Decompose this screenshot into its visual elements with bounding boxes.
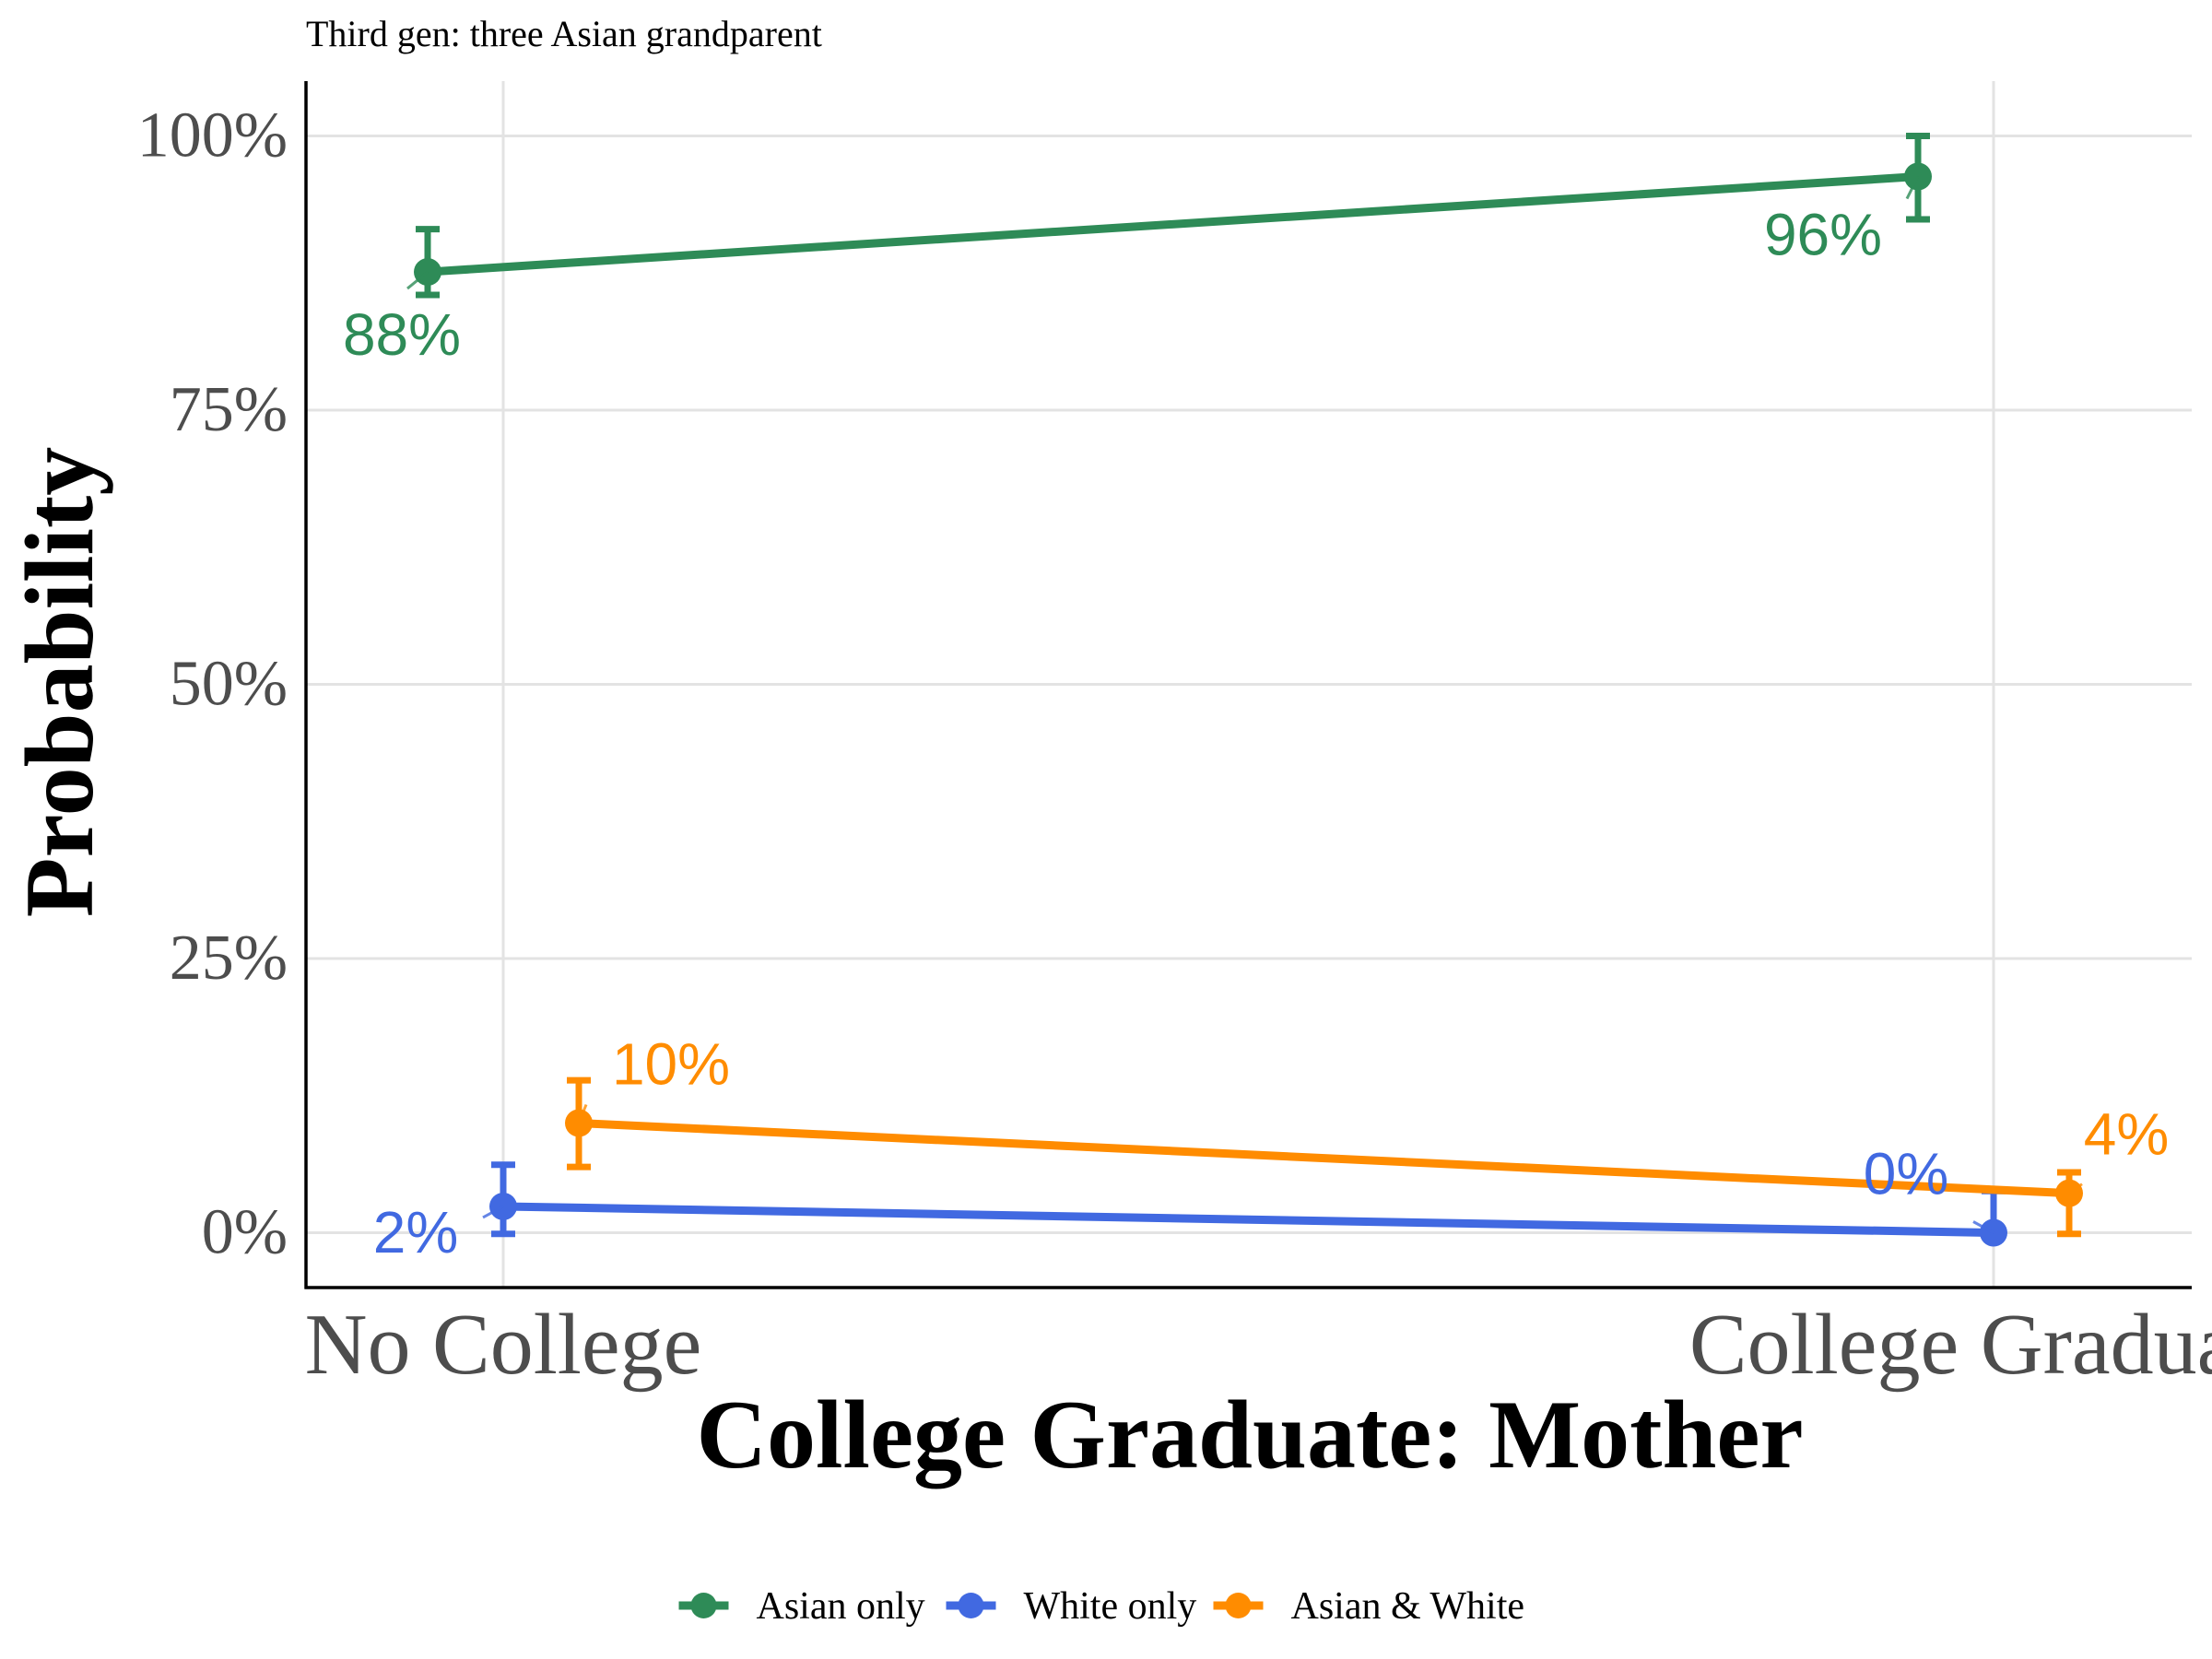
label-leader [482,1205,504,1219]
x-axis-title: College Graduate: Mother [697,1381,1804,1488]
axes: 0% 25% 50% 75% 100% No College College Graduat… [137,81,2212,1393]
legend-label: Asian & White [1291,1585,1525,1628]
data-label: 88% [343,301,461,368]
series-line [578,1119,2070,1198]
data-label: 4% [2084,1101,2170,1168]
series-line [427,172,1919,276]
legend-key-point [1225,1593,1252,1618]
data-label: 2% [373,1199,459,1265]
data-labels: 88% 96% 2% 0% 10% 4% [343,175,2170,1265]
label-leader [406,270,429,290]
chart-subtitle: Third gen: three Asian grandparent [306,13,822,54]
label-leader [577,1103,588,1124]
legend: Asian only White only Asian & White [678,1585,1525,1628]
y-tick-label: 25% [170,923,288,994]
series-line [502,1202,1994,1237]
legend-label: Asian only [757,1585,925,1628]
y-tick-label: 50% [170,649,288,720]
legend-key-point [958,1593,984,1618]
legend-item: White only [946,1585,1197,1628]
legend-label: White only [1024,1585,1197,1628]
y-tick-label: 100% [137,100,288,171]
label-leader [1972,1220,1994,1234]
y-tick-label: 0% [202,1197,288,1268]
label-leader [2068,1182,2083,1194]
legend-key-point [690,1593,717,1618]
grid-lines [306,81,2192,1288]
x-tick-label: No College [305,1297,702,1393]
x-tick-label: College Graduate [1689,1297,2212,1393]
y-tick-label: 75% [170,374,288,445]
y-axis-title: Probability [6,447,113,917]
data-label: 96% [1764,202,1882,268]
label-leader [1905,175,1920,200]
data-label: 0% [1864,1141,1949,1207]
series-asian-only [414,133,1932,299]
legend-item: Asian only [678,1585,925,1628]
data-label: 10% [612,1031,730,1098]
legend-item: Asian & White [1213,1585,1525,1628]
